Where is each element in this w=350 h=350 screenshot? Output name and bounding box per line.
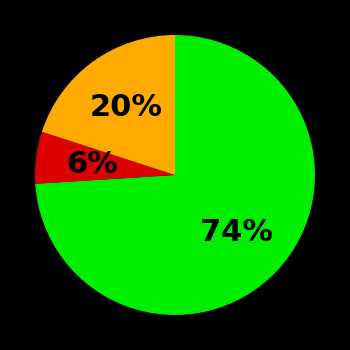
Text: 74%: 74% <box>200 218 273 247</box>
Text: 6%: 6% <box>66 150 118 179</box>
Wedge shape <box>35 35 315 315</box>
Text: 20%: 20% <box>89 92 162 121</box>
Wedge shape <box>42 35 175 175</box>
Wedge shape <box>35 132 175 184</box>
